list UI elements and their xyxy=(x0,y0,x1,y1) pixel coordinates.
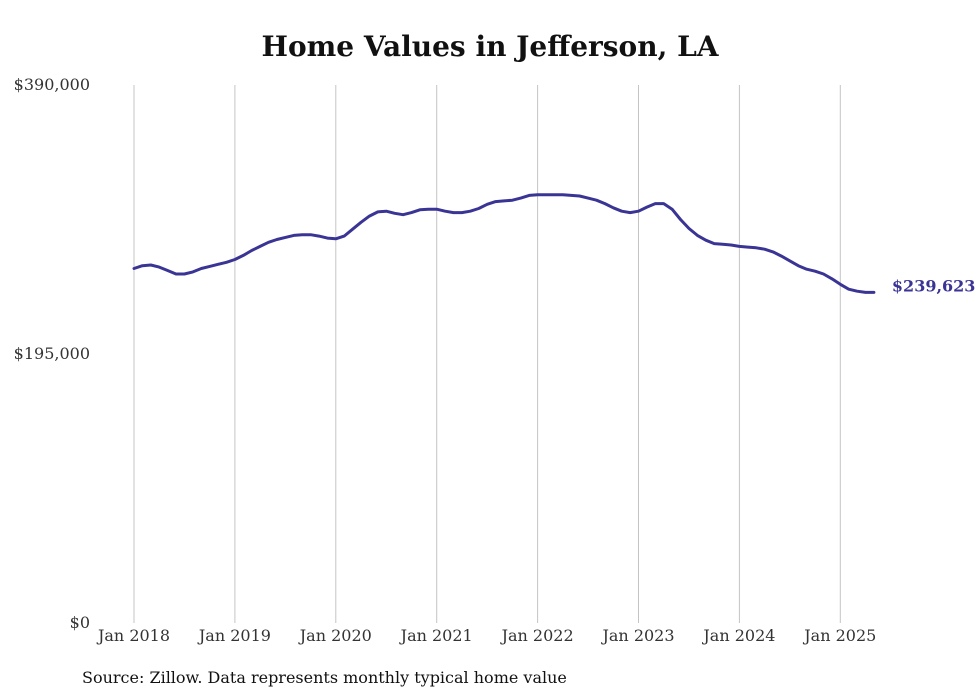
y-tick-label: $0 xyxy=(70,613,90,632)
y-tick-label: $390,000 xyxy=(14,75,90,94)
source-note: Source: Zillow. Data represents monthly … xyxy=(82,668,567,687)
x-tick-label: Jan 2021 xyxy=(399,626,473,645)
x-tick-label: Jan 2022 xyxy=(500,626,574,645)
y-tick-label: $195,000 xyxy=(14,344,90,363)
series-line xyxy=(132,193,876,294)
x-tick-label: Jan 2023 xyxy=(600,626,674,645)
x-tick-label: Jan 2019 xyxy=(197,626,271,645)
chart-title: Home Values in Jefferson, LA xyxy=(261,30,719,63)
end-value-label: $239,623 xyxy=(892,276,976,295)
x-tick-label: Jan 2024 xyxy=(701,626,775,645)
x-tick-label: Jan 2020 xyxy=(298,626,372,645)
x-tick-label: Jan 2025 xyxy=(802,626,876,645)
x-tick-label: Jan 2018 xyxy=(96,626,170,645)
